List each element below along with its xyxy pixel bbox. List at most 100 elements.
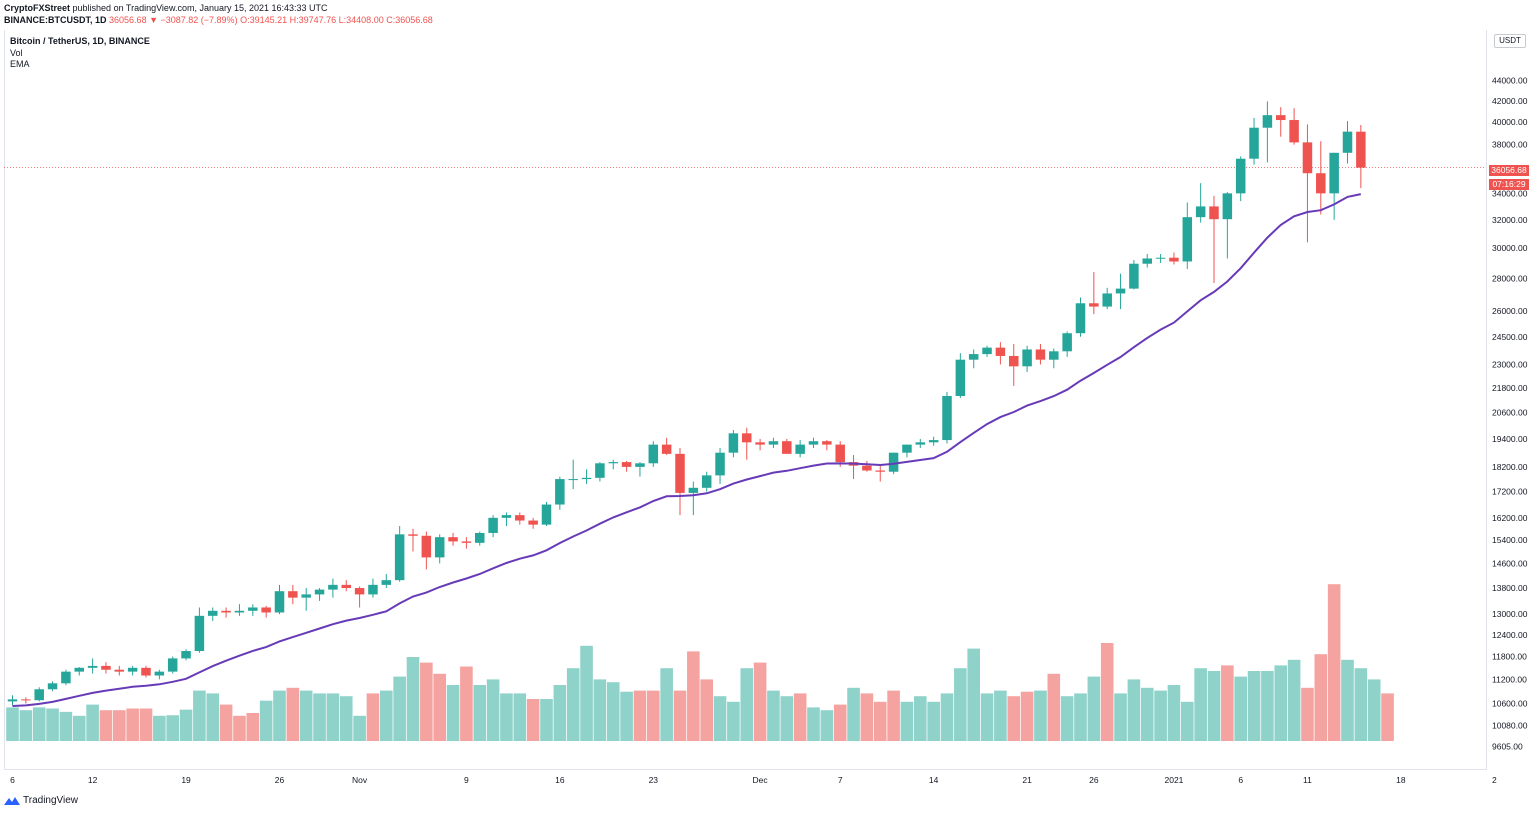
candle-body: [982, 347, 992, 355]
candle-body: [595, 463, 605, 478]
candle-body: [408, 534, 418, 536]
volume-bar: [473, 685, 487, 741]
volume-bar: [807, 707, 820, 741]
x-tick-label: 12: [88, 775, 98, 785]
candle-body: [354, 588, 365, 595]
y-tick-label: 20600.00: [1492, 408, 1528, 418]
candle-body: [288, 591, 298, 598]
volume-bar: [1354, 668, 1368, 741]
candle-body: [581, 477, 592, 480]
volume-bar: [820, 710, 834, 741]
x-tick-label: 21: [1022, 775, 1032, 785]
candle-body: [1169, 257, 1179, 262]
price-unit-label[interactable]: USDT: [1494, 34, 1526, 48]
volume-bar: [620, 691, 633, 741]
volume-bar: [954, 668, 967, 741]
header-line-2: BINANCE:BTCUSDT, 1D 36056.68 ▼ −3087.82 …: [4, 14, 433, 26]
candle-body: [1115, 288, 1126, 294]
candle-body: [822, 441, 832, 445]
legend-ema[interactable]: EMA: [10, 59, 30, 69]
volume-bar: [380, 690, 393, 741]
candle-body: [181, 651, 191, 659]
tradingview-logo-icon: [4, 796, 20, 805]
candle-body: [1316, 173, 1326, 194]
candle-body: [1195, 206, 1206, 218]
candle-body: [461, 541, 472, 543]
volume-bar: [1100, 643, 1114, 741]
volume-bar: [1154, 690, 1167, 741]
volume-bar: [246, 713, 260, 741]
volume-bar: [940, 693, 954, 741]
volume-bar: [393, 676, 406, 741]
candle-body: [74, 667, 84, 672]
candle-body: [902, 444, 912, 453]
candle-body: [21, 699, 31, 701]
x-tick-label: 2021: [1164, 775, 1183, 785]
volume-bar: [1047, 673, 1061, 741]
candle-body: [208, 610, 218, 616]
volume-bar: [299, 690, 313, 741]
volume-bar: [1114, 693, 1127, 741]
candle-body: [835, 444, 845, 463]
volume-bar: [219, 704, 233, 741]
candle-body: [1356, 131, 1366, 168]
candle-body: [1089, 303, 1099, 307]
candle-body: [114, 669, 125, 672]
candle-body: [1235, 158, 1246, 194]
legend-volume[interactable]: Vol: [10, 47, 23, 58]
volume-bar: [633, 690, 647, 741]
volume-bar: [700, 679, 713, 741]
volume-bar: [914, 696, 927, 741]
tradingview-brand: TradingView: [23, 795, 79, 806]
candle-body: [1222, 193, 1233, 220]
candle-body: [434, 537, 445, 558]
x-tick-label: 26: [275, 775, 285, 785]
publisher-name[interactable]: CryptoFXStreet: [4, 3, 71, 13]
candle-body: [715, 452, 725, 476]
x-tick-label: 26: [1089, 775, 1099, 785]
candle-body: [248, 607, 258, 611]
y-tick-label: 24500.00: [1492, 332, 1528, 342]
candle-body: [154, 671, 165, 676]
candle-body: [1342, 131, 1353, 153]
volume-bar: [847, 687, 860, 741]
candle-body: [314, 589, 325, 595]
volume-bar: [1314, 654, 1328, 741]
volume-bar: [727, 701, 740, 741]
candle-body: [942, 395, 952, 441]
volume-bar: [566, 668, 580, 741]
candle-body: [167, 658, 178, 672]
volume-bar: [153, 715, 166, 741]
x-tick-label: 14: [929, 775, 939, 785]
volume-bar: [967, 648, 980, 741]
y-tick-label: 10080.00: [1492, 721, 1528, 731]
volume-bar: [1194, 668, 1207, 741]
volume-bar: [927, 701, 940, 741]
y-tick-label: 14600.00: [1492, 558, 1528, 568]
y-tick-label: 23000.00: [1492, 359, 1528, 369]
y-tick-label: 11200.00: [1492, 674, 1527, 684]
candle-body: [661, 444, 672, 454]
candle-body: [1049, 351, 1059, 360]
volume-bar: [873, 701, 887, 741]
candle-body: [795, 444, 805, 454]
volume-bar: [460, 666, 473, 741]
legend-title[interactable]: Bitcoin / TetherUS, 1D, BINANCE: [10, 36, 150, 46]
ohlc-values: O:39145.21 H:39747.76 L:34408.00 C:36056…: [240, 15, 433, 25]
candle-body: [87, 665, 98, 668]
x-tick-label: 23: [649, 775, 659, 785]
y-tick-label: 13000.00: [1492, 609, 1528, 619]
chart-legend: Bitcoin / TetherUS, 1D, BINANCE Vol EMA: [10, 36, 150, 71]
volume-bar: [1261, 671, 1274, 741]
candle-body: [448, 537, 458, 542]
candle-body: [862, 465, 872, 471]
volume-bar: [99, 710, 113, 741]
volume-bar: [900, 701, 914, 741]
tradingview-footer[interactable]: TradingView: [4, 795, 78, 806]
y-tick-label: 13800.00: [1492, 583, 1528, 593]
volume-bar: [233, 715, 246, 741]
candle-body: [555, 479, 565, 505]
volume-bar: [887, 690, 900, 741]
candle-body: [1009, 355, 1019, 367]
